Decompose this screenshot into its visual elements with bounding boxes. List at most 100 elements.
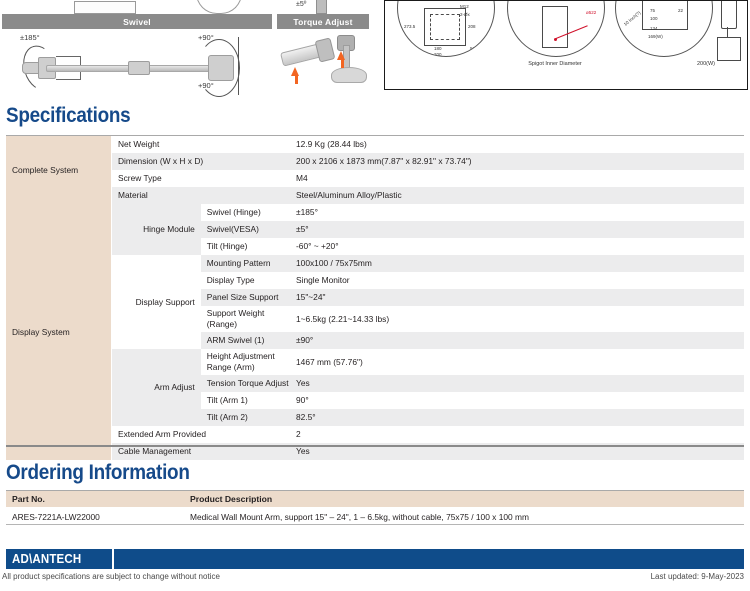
spec-item-label: Panel Size Support <box>206 292 279 302</box>
ordering-header-part-no: Part No. <box>6 491 184 507</box>
spec-category-display-system: Display System <box>6 204 112 460</box>
tech-spigot-caption: Spigot Inner Diameter <box>528 61 582 67</box>
swivel-section-bar: Swivel <box>2 14 272 29</box>
advantech-logo: AD\ANTECH <box>6 549 114 569</box>
torque-arrow-1-head <box>291 67 299 76</box>
torque-adjust-section-bar: Torque Adjust <box>277 14 369 29</box>
spec-item-value: Yes <box>296 446 310 456</box>
tech-dim-134: 134 <box>650 26 658 31</box>
specifications-table-body: Complete System Net Weight 12.9 Kg (28.4… <box>6 136 744 460</box>
swivel-right-arc <box>198 39 240 97</box>
spec-item-value: Yes <box>296 378 310 388</box>
tech-dim-169w: 169(W) <box>648 34 663 39</box>
spec-item-label: Dimension (W x H x D) <box>118 156 204 166</box>
table-row: Cable Management Yes <box>6 443 744 460</box>
tech-dim-75: 75 <box>650 8 656 13</box>
tech-spigot-outline <box>542 6 568 48</box>
spec-item-value: Single Monitor <box>296 275 350 285</box>
tech-detail-circle-1: 273.5 208 180 200 M12 2-Øx 52.5 <box>397 1 495 57</box>
ordering-table: Part No. Product Description ARES-7221A-… <box>6 491 744 526</box>
cropped-previous-row <box>0 0 378 14</box>
table-row: Dimension (W x H x D) 200 x 2106 x 1873 … <box>6 153 744 170</box>
ordering-heading: Ordering Information <box>6 461 190 484</box>
spec-item-label: Tilt (Hinge) <box>206 241 248 251</box>
torque-arrow-2-head <box>337 51 345 60</box>
spec-item-value: 2 <box>296 429 301 439</box>
table-row: Material Steel/Aluminum Alloy/Plastic <box>6 187 744 204</box>
spec-item-label: Swivel (Hinge) <box>206 207 261 217</box>
swivel-right-top-angle-label: +90° <box>198 33 214 42</box>
vesa-swivel-angle-label: ±5º <box>296 1 307 8</box>
torque-arm-head <box>314 37 336 63</box>
tech-side-view-upper <box>721 1 737 29</box>
spec-item-label: Tilt (Arm 1) <box>206 395 248 405</box>
specs-table-top-rule <box>6 135 744 136</box>
spec-item-label: Mounting Pattern <box>206 258 271 268</box>
specs-table-bottom-rule <box>6 445 744 447</box>
spec-subcategory-hinge-module: Hinge Module <box>111 204 201 255</box>
spec-item-label: Support Weight (Range) <box>206 308 265 329</box>
technical-drawing-box: 273.5 208 180 200 M12 2-Øx 52.5 ø522 10 … <box>384 0 748 90</box>
footer-disclaimer: All product specifications are subject t… <box>2 572 220 581</box>
spec-subcategory-display-support: Display Support <box>111 255 201 349</box>
cropped-figure-a <box>74 1 136 14</box>
spec-item-label: Screw Type <box>118 173 162 183</box>
spec-item-label: Height Adjustment Range (Arm) <box>206 351 275 372</box>
table-row: Screw Type M4 <box>6 170 744 187</box>
ordering-table-top-rule <box>6 490 744 491</box>
swivel-reference-line <box>238 37 239 95</box>
spec-item-value: 15"~24" <box>296 292 326 302</box>
spec-item-value: ±5° <box>296 224 309 234</box>
table-row: ARES-7221A-LW22000 Medical Wall Mount Ar… <box>6 507 744 526</box>
ordering-description: Medical Wall Mount Arm, support 15" – 24… <box>184 507 744 526</box>
tech-dim-180: 180 <box>434 46 442 51</box>
ordering-table-body: ARES-7221A-LW22000 Medical Wall Mount Ar… <box>6 507 744 526</box>
spec-category-complete-system: Complete System <box>6 136 112 204</box>
ordering-table-bottom-rule <box>6 524 744 525</box>
tech-dim-525: 52.5 <box>470 46 479 51</box>
arm-mid-joint <box>128 61 150 75</box>
tech-side-view-lower <box>717 37 741 61</box>
swivel-left-angle-label: ±185° <box>20 33 40 42</box>
torque-base <box>331 67 367 83</box>
tech-width-caption: 200(W) <box>696 61 715 67</box>
spec-item-value: Steel/Aluminum Alloy/Plastic <box>296 190 402 200</box>
swivel-torque-panel: Swivel Torque Adjust ±5º ±185° +90° +90° <box>0 0 378 97</box>
spec-item-value: 90° <box>296 395 309 405</box>
spec-item-label: Display Type <box>206 275 255 285</box>
spec-item-label: ARM Swivel (1) <box>206 335 265 345</box>
tech-side-view-stem <box>727 27 728 37</box>
swivel-diagram: ±185° +90° +90° <box>2 31 272 97</box>
spec-item-value: 82.5° <box>296 412 316 422</box>
cropped-figure-c <box>316 0 327 14</box>
table-row: Arm Adjust Height Adjustment Range (Arm)… <box>6 349 744 426</box>
tech-arm-section-outline <box>642 1 688 30</box>
torque-bar-label: Torque Adjust <box>293 16 353 27</box>
ordering-part-no: ARES-7221A-LW22000 <box>6 507 184 526</box>
table-row: Complete System Net Weight 12.9 Kg (28.4… <box>6 136 744 204</box>
table-header-row: Part No. Product Description <box>6 491 744 507</box>
footer-bar: AD\ANTECH <box>6 549 744 569</box>
tech-dim-100: 100 <box>650 16 658 21</box>
spec-item-value: 1~6.5kg (2.21~14.33 lbs) <box>296 313 390 324</box>
tech-detail-circle-2: ø522 <box>507 1 605 57</box>
spec-subcategory-arm-adjust: Arm Adjust <box>111 349 201 426</box>
swivel-bar-label: Swivel <box>123 16 151 27</box>
spec-item-value: 12.9 Kg (28.44 lbs) <box>296 139 367 149</box>
torque-arrow-2-stem <box>341 59 344 68</box>
spec-item-value: 1467 mm (57.76") <box>296 356 363 367</box>
torque-arrow-1-stem <box>295 75 298 84</box>
spec-item-value: 200 x 2106 x 1873 mm(7.87" x 82.91" x 73… <box>296 156 472 166</box>
table-row: Extended Arm Provided 2 <box>6 426 744 443</box>
tech-dim-200: 200 <box>434 52 442 57</box>
spec-item-label: Tilt (Arm 2) <box>206 412 248 422</box>
footer-last-updated: Last updated: 9-May-2023 <box>650 572 744 581</box>
cropped-figure-b <box>196 0 242 14</box>
tech-dim-22: 22 <box>678 8 684 13</box>
tech-dim-m12: M12 <box>460 4 469 9</box>
tech-dim-208: 208 <box>468 24 476 29</box>
tech-dim-2x: 2-Øx <box>460 12 470 17</box>
illustration-band: Swivel Torque Adjust ±5º ±185° +90° +90° <box>0 0 750 97</box>
spec-item-label: Cable Management <box>118 446 192 456</box>
tech-dim-2735: 273.5 <box>404 24 416 29</box>
